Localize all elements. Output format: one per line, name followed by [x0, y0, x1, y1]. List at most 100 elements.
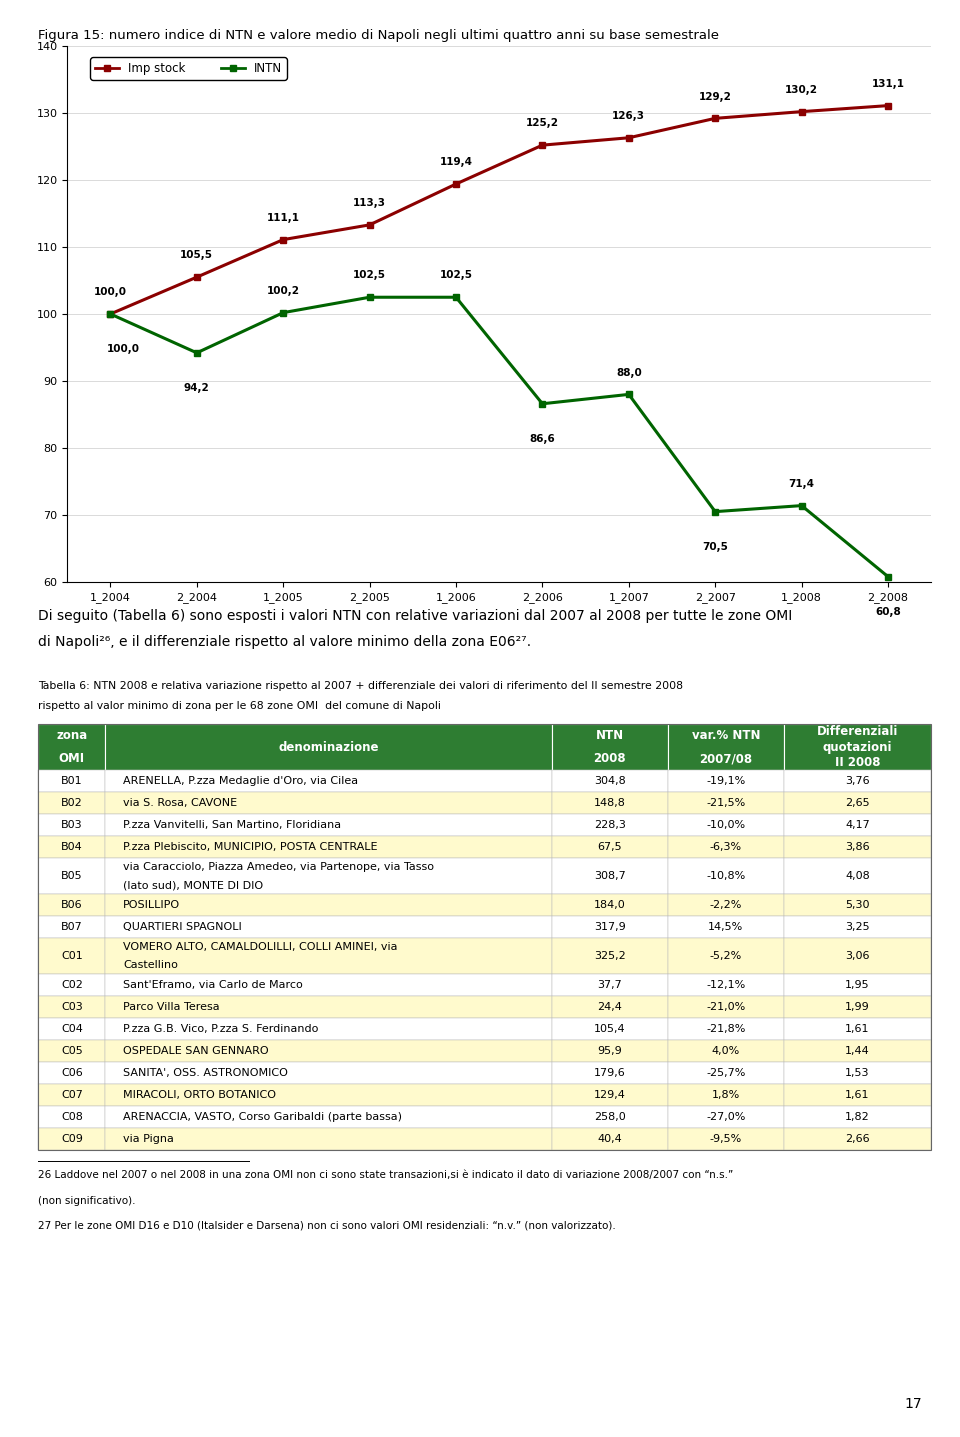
Bar	[38, 1085, 106, 1106]
Bar	[668, 996, 784, 1019]
Bar	[552, 996, 668, 1019]
Text: Sant'Eframo, via Carlo de Marco: Sant'Eframo, via Carlo de Marco	[123, 980, 303, 990]
Text: 119,4: 119,4	[440, 157, 472, 167]
Bar	[106, 770, 552, 792]
Text: Di seguito (Tabella 6) sono esposti i valori NTN con relative variazioni dal 200: Di seguito (Tabella 6) sono esposti i va…	[38, 609, 793, 624]
Text: 17: 17	[904, 1397, 922, 1411]
Bar	[784, 1085, 931, 1106]
Text: Differenziali: Differenziali	[817, 726, 899, 739]
Text: -12,1%: -12,1%	[707, 980, 746, 990]
Text: 3,86: 3,86	[845, 842, 870, 852]
Bar	[552, 1128, 668, 1150]
Bar	[552, 815, 668, 836]
Text: 102,5: 102,5	[353, 270, 386, 280]
Bar	[784, 894, 931, 917]
Text: 130,2: 130,2	[785, 85, 818, 95]
Bar	[668, 836, 784, 858]
Bar	[552, 1062, 668, 1085]
Text: Figura 15: numero indice di NTN e valore medio di Napoli negli ultimi quattro an: Figura 15: numero indice di NTN e valore…	[38, 29, 719, 42]
Bar	[38, 1106, 106, 1128]
Bar	[106, 836, 552, 858]
Bar	[38, 858, 106, 894]
Text: 179,6: 179,6	[594, 1068, 626, 1078]
Bar	[668, 1040, 784, 1062]
Bar	[784, 974, 931, 996]
Text: 70,5: 70,5	[703, 542, 728, 552]
Text: 105,5: 105,5	[180, 250, 213, 260]
Bar	[668, 858, 784, 894]
Bar	[552, 894, 668, 917]
Text: 88,0: 88,0	[616, 368, 641, 378]
Bar	[106, 917, 552, 938]
Bar	[106, 724, 552, 770]
Text: 1,8%: 1,8%	[711, 1091, 740, 1101]
Text: II 2008: II 2008	[835, 756, 880, 769]
Bar	[668, 724, 784, 770]
Text: 4,08: 4,08	[845, 871, 870, 881]
Text: SANITA', OSS. ASTRONOMICO: SANITA', OSS. ASTRONOMICO	[123, 1068, 288, 1078]
Text: 131,1: 131,1	[872, 79, 904, 89]
Text: -27,0%: -27,0%	[707, 1112, 746, 1122]
Text: -21,8%: -21,8%	[707, 1025, 746, 1035]
Text: 4,17: 4,17	[845, 821, 870, 831]
Bar	[38, 894, 106, 917]
Bar	[38, 974, 106, 996]
Text: 27 Per le zone OMI D16 e D10 (Italsider e Darsena) non ci sono valori OMI reside: 27 Per le zone OMI D16 e D10 (Italsider …	[38, 1220, 616, 1230]
Bar	[106, 1040, 552, 1062]
Text: 1,61: 1,61	[846, 1025, 870, 1035]
Text: POSILLIPO: POSILLIPO	[123, 900, 180, 910]
Text: 71,4: 71,4	[788, 479, 815, 489]
Bar	[106, 1085, 552, 1106]
Text: 129,2: 129,2	[699, 92, 732, 102]
Bar	[784, 836, 931, 858]
Text: 100,2: 100,2	[267, 286, 300, 296]
Text: 111,1: 111,1	[267, 213, 300, 223]
Text: C09: C09	[60, 1134, 83, 1144]
Text: C04: C04	[60, 1025, 83, 1035]
Bar	[38, 938, 106, 974]
Text: VOMERO ALTO, CAMALDOLILLI, COLLI AMINEI, via: VOMERO ALTO, CAMALDOLILLI, COLLI AMINEI,…	[123, 943, 397, 953]
Text: 2,66: 2,66	[845, 1134, 870, 1144]
Text: Parco Villa Teresa: Parco Villa Teresa	[123, 1002, 220, 1012]
Bar	[668, 1085, 784, 1106]
Bar	[106, 1019, 552, 1040]
Text: 14,5%: 14,5%	[708, 923, 743, 933]
Text: 325,2: 325,2	[594, 951, 626, 961]
Bar	[784, 938, 931, 974]
Bar	[106, 1062, 552, 1085]
Text: C06: C06	[61, 1068, 83, 1078]
Text: B06: B06	[61, 900, 83, 910]
Text: 148,8: 148,8	[594, 798, 626, 808]
Bar	[552, 1019, 668, 1040]
Bar	[38, 792, 106, 815]
Bar	[552, 836, 668, 858]
Text: 1,82: 1,82	[845, 1112, 870, 1122]
Text: 1,99: 1,99	[845, 1002, 870, 1012]
Bar	[552, 858, 668, 894]
Bar	[38, 1062, 106, 1085]
Text: 86,6: 86,6	[530, 434, 555, 444]
Text: C03: C03	[61, 1002, 83, 1012]
Bar	[784, 1106, 931, 1128]
Text: B04: B04	[61, 842, 83, 852]
Text: -19,1%: -19,1%	[707, 776, 746, 786]
Text: OMI: OMI	[59, 752, 84, 766]
Text: via S. Rosa, CAVONE: via S. Rosa, CAVONE	[123, 798, 237, 808]
Text: 100,0: 100,0	[107, 343, 140, 354]
Text: Castellino: Castellino	[123, 960, 179, 970]
Text: -9,5%: -9,5%	[709, 1134, 742, 1144]
Bar	[552, 770, 668, 792]
Bar	[668, 1062, 784, 1085]
Text: quotazioni: quotazioni	[823, 740, 892, 754]
Bar	[784, 815, 931, 836]
Text: 1,95: 1,95	[845, 980, 870, 990]
Bar	[668, 974, 784, 996]
Bar	[106, 1128, 552, 1150]
Text: 125,2: 125,2	[526, 118, 559, 128]
Bar	[668, 917, 784, 938]
Bar	[106, 938, 552, 974]
Text: 184,0: 184,0	[594, 900, 626, 910]
Bar	[552, 1040, 668, 1062]
Text: 24,4: 24,4	[597, 1002, 622, 1012]
Text: 3,06: 3,06	[846, 951, 870, 961]
